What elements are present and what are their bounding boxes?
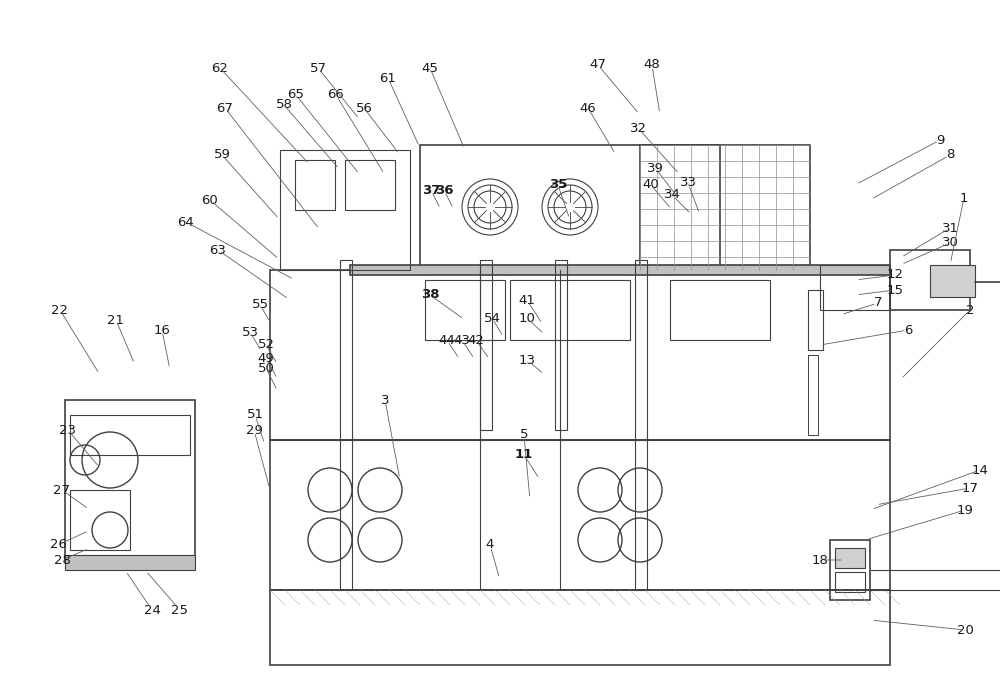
Bar <box>830 540 870 600</box>
Text: 41: 41 <box>519 293 535 307</box>
Bar <box>820 265 890 310</box>
Text: 16: 16 <box>154 324 170 336</box>
Bar <box>65 555 195 570</box>
Text: 65: 65 <box>288 88 304 102</box>
Text: 23: 23 <box>60 423 76 437</box>
Bar <box>280 150 410 270</box>
Text: 7: 7 <box>874 297 882 309</box>
Text: 47: 47 <box>590 59 606 71</box>
Bar <box>635 260 647 590</box>
Text: 14: 14 <box>972 464 988 477</box>
Text: 57: 57 <box>310 61 326 75</box>
Text: 24: 24 <box>144 603 160 617</box>
Text: 2: 2 <box>966 303 974 317</box>
Text: 49: 49 <box>258 352 274 365</box>
Text: 31: 31 <box>942 222 958 235</box>
Bar <box>70 415 190 455</box>
Text: 59: 59 <box>214 148 230 162</box>
Text: 63: 63 <box>210 243 226 257</box>
Text: 37: 37 <box>422 183 440 197</box>
Bar <box>835 572 865 592</box>
Bar <box>480 260 492 430</box>
Text: 34: 34 <box>664 189 680 202</box>
Bar <box>890 250 970 310</box>
Bar <box>65 400 195 560</box>
Text: 20: 20 <box>957 623 973 636</box>
Text: 67: 67 <box>217 102 233 115</box>
Text: 40: 40 <box>643 179 659 191</box>
Bar <box>808 290 823 350</box>
Text: 5: 5 <box>520 429 528 441</box>
Text: 48: 48 <box>644 59 660 71</box>
Text: 58: 58 <box>276 98 292 111</box>
Text: 12: 12 <box>887 268 904 282</box>
Text: 10: 10 <box>519 311 535 324</box>
Bar <box>640 145 810 270</box>
Bar <box>555 260 567 430</box>
Text: 64: 64 <box>178 216 194 228</box>
Text: 13: 13 <box>518 353 536 367</box>
Text: 62: 62 <box>212 61 228 75</box>
Text: 45: 45 <box>422 61 438 75</box>
Text: 15: 15 <box>887 284 904 297</box>
Text: 25: 25 <box>172 603 188 617</box>
Text: 55: 55 <box>252 299 268 311</box>
Text: 9: 9 <box>936 133 944 146</box>
Text: 42: 42 <box>468 334 484 346</box>
Bar <box>70 490 130 550</box>
Bar <box>420 145 720 270</box>
Text: 51: 51 <box>246 408 264 421</box>
Text: 39: 39 <box>647 162 663 175</box>
Bar <box>835 548 865 568</box>
Bar <box>270 590 890 665</box>
Text: 26: 26 <box>50 539 66 551</box>
Bar <box>340 260 352 590</box>
Text: 17: 17 <box>962 481 978 495</box>
Text: 22: 22 <box>52 303 68 317</box>
Text: 18: 18 <box>812 553 828 567</box>
Text: 60: 60 <box>202 193 218 206</box>
Text: 46: 46 <box>580 102 596 115</box>
Bar <box>670 280 770 340</box>
Text: 54: 54 <box>484 311 500 324</box>
Bar <box>270 270 890 440</box>
Text: 38: 38 <box>421 288 439 301</box>
Bar <box>350 265 890 275</box>
Text: 56: 56 <box>356 102 372 115</box>
Bar <box>345 160 395 210</box>
Bar <box>270 440 890 590</box>
Text: 28: 28 <box>54 553 70 567</box>
Bar <box>808 355 818 435</box>
Text: 32: 32 <box>630 121 646 135</box>
Text: 43: 43 <box>454 334 470 346</box>
Text: 1: 1 <box>960 191 968 204</box>
Text: 21: 21 <box>108 313 124 326</box>
Text: 33: 33 <box>680 177 696 189</box>
Text: 4: 4 <box>486 539 494 551</box>
Text: 29: 29 <box>246 423 262 437</box>
Text: 30: 30 <box>942 237 958 249</box>
Text: 50: 50 <box>258 361 274 375</box>
Bar <box>425 280 505 340</box>
Text: 27: 27 <box>54 483 70 497</box>
Bar <box>930 265 975 297</box>
Text: 11: 11 <box>515 448 533 462</box>
Bar <box>295 160 335 210</box>
Text: 52: 52 <box>258 338 274 352</box>
Text: 6: 6 <box>904 324 912 336</box>
Text: 53: 53 <box>242 326 258 338</box>
Text: 61: 61 <box>380 71 396 84</box>
Text: 36: 36 <box>435 183 453 197</box>
Text: 44: 44 <box>439 334 455 346</box>
Bar <box>510 280 630 340</box>
Text: 35: 35 <box>549 179 567 191</box>
Text: 66: 66 <box>328 88 344 102</box>
Text: 8: 8 <box>946 148 954 162</box>
Text: 3: 3 <box>381 394 389 406</box>
Text: 19: 19 <box>957 503 973 516</box>
